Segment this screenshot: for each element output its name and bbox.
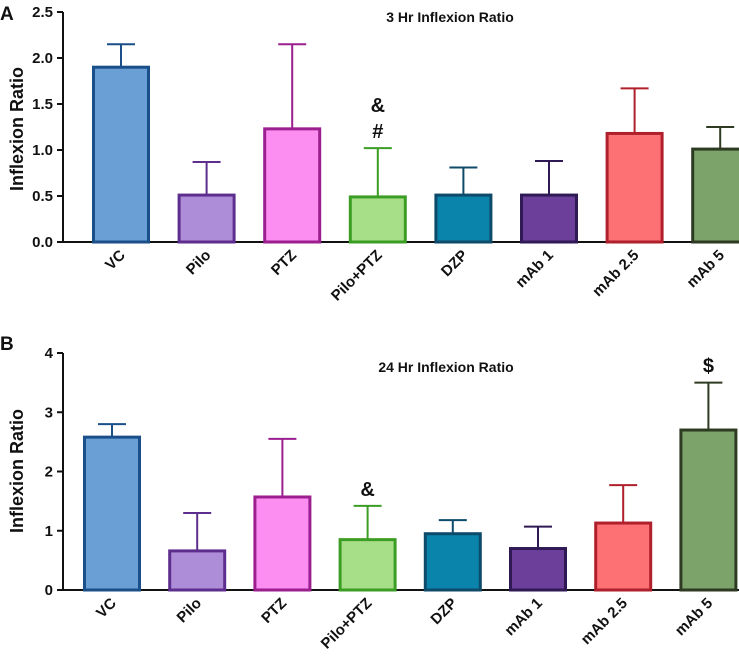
x-tick-label-b: DZP [427, 595, 460, 628]
bar-b [679, 428, 738, 592]
x-tick-label-a: mAb 1 [512, 247, 556, 291]
bar-a [177, 193, 236, 244]
bar-a [263, 127, 322, 244]
bar-b [338, 538, 397, 592]
y-tick-label-a: 1.0 [32, 142, 53, 159]
bar-a [691, 147, 739, 244]
bar-a [92, 65, 150, 244]
y-tick-label-a: 2.5 [32, 4, 53, 21]
x-tick-label-a: Pilo+PTZ [328, 247, 386, 305]
y-tick-label-b: 2 [45, 464, 53, 481]
bar-a [605, 131, 664, 244]
bar-b [253, 495, 312, 592]
panel-letter-a: A [0, 4, 14, 25]
x-tick-label-a: mAb 2.5 [589, 247, 642, 300]
significance-marker-b: $ [703, 356, 714, 378]
chart-title-b: 24 Hr Inflexion Ratio [378, 359, 513, 375]
y-axis-label-a: Inflexion Ratio [7, 67, 27, 191]
y-tick-label-a: 0.5 [32, 188, 53, 205]
bar-b [594, 521, 653, 592]
bar-b [509, 547, 567, 592]
y-tick-label-a: 1.5 [32, 96, 53, 113]
y-tick-label-b: 3 [45, 404, 53, 421]
significance-marker-a: & [371, 95, 385, 117]
panel-a: A 3 Hr Inflexion Ratio Inflexion Ratio 0… [0, 4, 739, 305]
y-axis-label-b: Inflexion Ratio [7, 409, 27, 533]
x-tick-label-b: mAb 2.5 [578, 595, 631, 648]
y-tick-label-a: 0.0 [32, 234, 53, 251]
x-tick-label-a: mAb 5 [684, 247, 728, 291]
x-tick-label-b: VC [93, 595, 120, 622]
bar-b [83, 435, 141, 592]
y-tick-label-b: 1 [45, 523, 53, 540]
x-tick-label-a: Pilo [183, 247, 214, 278]
x-tick-label-b: PTZ [258, 595, 290, 627]
x-tick-label-b: Pilo+PTZ [318, 595, 376, 653]
y-tick-label-b: 4 [45, 345, 54, 362]
bar-b [423, 532, 482, 592]
plot-area-a: 0.0 0.5 1.0 1.5 2.0 2.5 VC Pilo PTZ Pilo+PTZ DZP mA… [32, 4, 739, 305]
bar-a [520, 193, 578, 244]
x-tick-label-a: VC [102, 247, 129, 274]
panel-b: B 24 Hr Inflexion Ratio Inflexion Ratio … [0, 334, 739, 653]
bar-b [168, 549, 227, 592]
plot-area-b: 0 1 2 3 4 VC Pilo PTZ Pilo+PTZ DZP mAb 1 mAb 2.5 mAb… [45, 345, 739, 653]
bar-a [434, 193, 493, 244]
significance-marker-a: # [372, 121, 383, 143]
x-tick-label-b: mAb 5 [672, 595, 716, 639]
y-tick-label-b: 0 [45, 582, 53, 599]
significance-marker-b: & [360, 479, 374, 501]
chart-title-a: 3 Hr Inflexion Ratio [386, 9, 514, 25]
x-tick-label-a: PTZ [268, 247, 300, 279]
panel-letter-b: B [0, 334, 14, 355]
x-tick-label-b: mAb 1 [501, 595, 545, 639]
x-tick-label-a: DZP [438, 247, 471, 280]
x-tick-label-b: Pilo [174, 595, 205, 626]
bar-a [348, 195, 407, 244]
y-tick-label-a: 2.0 [32, 50, 53, 67]
